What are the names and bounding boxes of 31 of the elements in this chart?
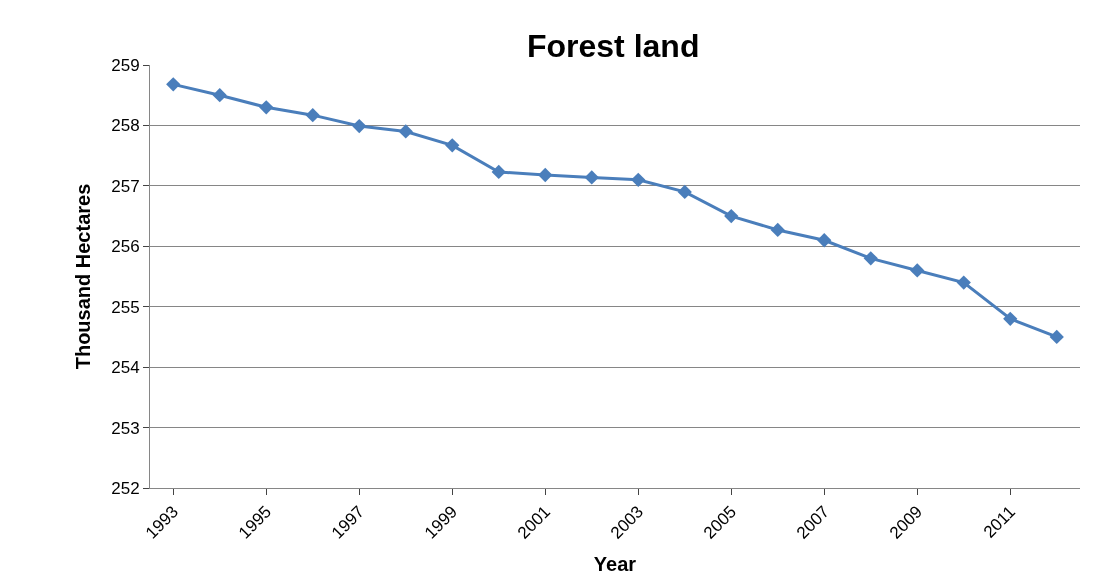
y-tick-label: 256	[111, 237, 140, 257]
y-tick-label: 255	[111, 297, 140, 317]
point	[770, 222, 785, 238]
point	[631, 172, 646, 187]
point	[305, 108, 320, 123]
point	[1003, 311, 1018, 326]
point	[398, 124, 413, 139]
point	[491, 164, 506, 180]
y-tick-label: 253	[111, 418, 140, 438]
chart-title: Forest land	[526, 28, 700, 65]
point	[677, 184, 692, 200]
y-tick-label: 259	[111, 55, 140, 75]
point	[956, 275, 971, 290]
point	[910, 263, 925, 278]
point	[212, 88, 227, 103]
point	[352, 118, 367, 134]
y-axis-title: Thousand Hectares	[71, 183, 94, 370]
y-tick-label: 258	[111, 116, 140, 136]
y-tick-label: 252	[111, 478, 140, 498]
point	[1049, 329, 1064, 345]
x-axis-title: Year	[593, 552, 637, 575]
point	[538, 167, 553, 183]
point	[445, 138, 460, 153]
y-tick-label: 254	[111, 358, 140, 378]
point	[863, 251, 878, 266]
point	[817, 233, 832, 248]
point	[724, 208, 739, 224]
point	[584, 170, 599, 185]
y-tick-label: 257	[111, 176, 140, 196]
point	[166, 77, 181, 92]
point	[259, 100, 274, 115]
